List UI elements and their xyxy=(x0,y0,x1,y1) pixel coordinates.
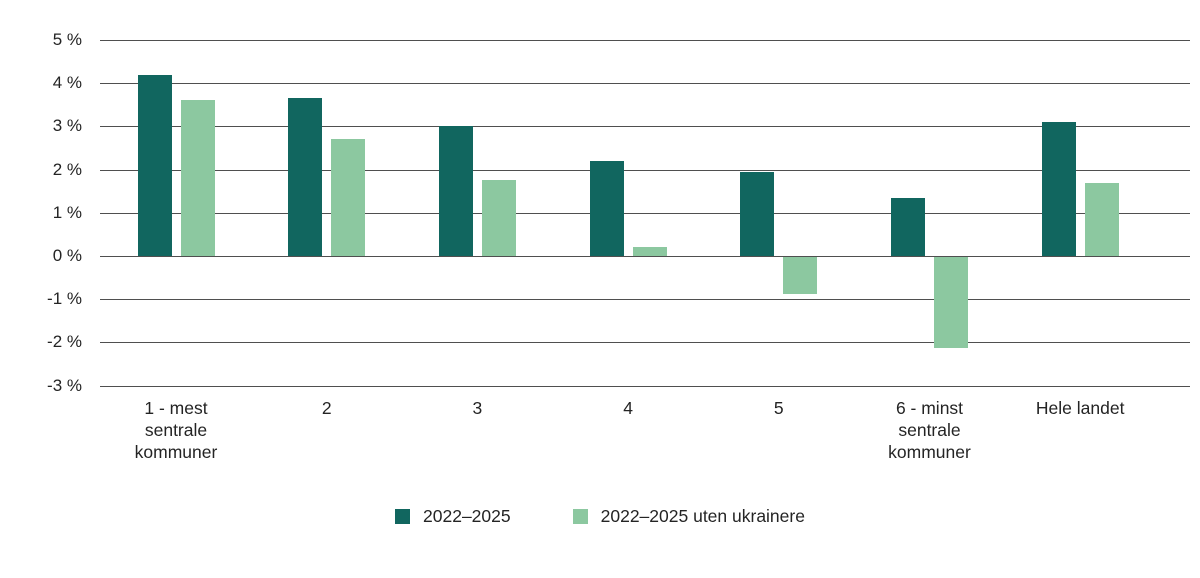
bar-2022–2025 xyxy=(438,126,473,256)
legend: 2022–2025 2022–2025 uten ukrainere xyxy=(0,506,1200,527)
y-tick-label: 0 % xyxy=(52,246,82,265)
gridline xyxy=(100,342,1190,344)
y-tick-label: 1 % xyxy=(52,202,82,222)
bar-2022–2025-uten-ukrainere xyxy=(481,180,516,256)
gridline xyxy=(100,169,1190,171)
bar-2022–2025 xyxy=(891,197,925,256)
plot-area xyxy=(100,40,1190,387)
gridline xyxy=(100,385,1190,387)
y-tick-label: -3 % xyxy=(47,375,82,395)
bar-2022–2025-uten-ukrainere xyxy=(783,257,818,294)
legend-item: 2022–2025 xyxy=(395,506,511,527)
gridline xyxy=(100,212,1190,214)
x-tick-label: 2 xyxy=(321,397,332,418)
legend-swatch-icon xyxy=(395,509,411,524)
gridline xyxy=(100,299,1190,301)
x-tick-label: Hele landet xyxy=(1035,397,1125,418)
bar-2022–2025-uten-ukrainere xyxy=(180,100,215,256)
legend-swatch-icon xyxy=(572,509,588,524)
bar-2022–2025-uten-ukrainere xyxy=(934,257,968,348)
y-tick-label: -1 % xyxy=(47,289,82,309)
gridline xyxy=(100,83,1190,85)
bar-2022–2025 xyxy=(589,160,624,256)
bar-2022–2025-uten-ukrainere xyxy=(632,247,667,256)
bar-2022–2025 xyxy=(1041,122,1076,256)
gridline xyxy=(100,126,1190,128)
y-tick-label: 4 % xyxy=(52,73,82,93)
legend-label: 2022–2025 uten ukrainere xyxy=(600,506,805,526)
bar-2022–2025 xyxy=(137,74,172,256)
x-tick-label: 1 - mest sentrale kommuner xyxy=(134,397,218,463)
legend-label: 2022–2025 xyxy=(423,506,511,526)
y-tick-label: 2 % xyxy=(52,159,82,179)
x-tick-label: 5 xyxy=(773,397,784,418)
gridline xyxy=(100,256,1190,257)
y-tick-label: 3 % xyxy=(52,116,82,136)
x-tick-label: 6 - minst sentrale kommuner xyxy=(888,397,971,463)
y-tick-label: 5 % xyxy=(52,30,82,49)
bar-2022–2025 xyxy=(288,98,323,256)
legend-item: 2022–2025 uten ukrainere xyxy=(572,506,805,527)
bar-2022–2025-uten-ukrainere xyxy=(331,139,366,256)
x-tick-label: 3 xyxy=(472,397,483,418)
y-tick-label: -2 % xyxy=(47,332,82,352)
bar-2022–2025 xyxy=(740,171,775,256)
x-tick-label: 4 xyxy=(623,397,633,418)
gridline xyxy=(100,40,1190,41)
bar-2022–2025-uten-ukrainere xyxy=(1084,182,1119,256)
